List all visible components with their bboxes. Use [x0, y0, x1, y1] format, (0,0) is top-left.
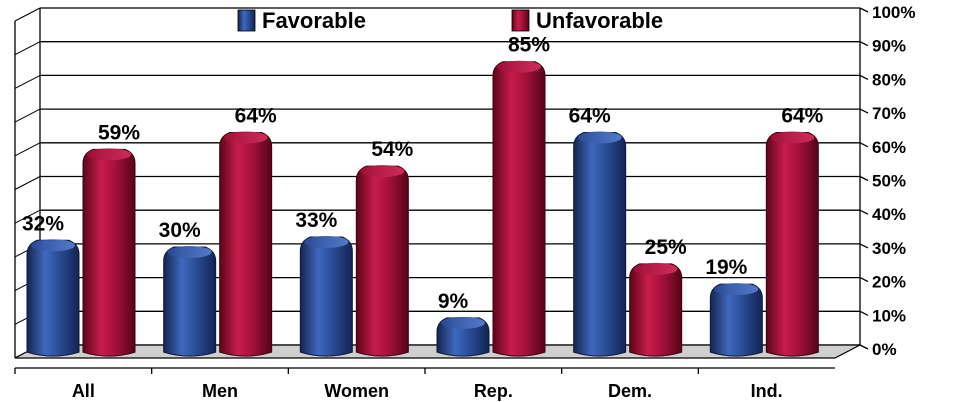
favorable-bar [27, 240, 79, 356]
y-tick [860, 8, 868, 12]
x-tick-label: Ind. [751, 381, 783, 401]
y-tick-label: 40% [872, 205, 906, 224]
unfavorable-bar-top [497, 61, 541, 73]
y-tick [860, 210, 868, 214]
y-tick-label: 10% [872, 306, 906, 325]
x-tick-label: Women [324, 381, 389, 401]
legend-label: Unfavorable [536, 8, 663, 33]
y-tick [860, 345, 868, 349]
y-tick-label: 0% [872, 340, 897, 359]
y-tick [860, 177, 868, 181]
y-tick-label: 70% [872, 104, 906, 123]
y-tick-label: 100% [872, 3, 915, 22]
unfavorable-data-label: 85% [508, 34, 550, 57]
favorable-data-label: 32% [22, 212, 64, 235]
favorable-bar-top [31, 239, 75, 251]
unfavorable-data-label: 64% [235, 104, 277, 127]
favorable-bar [574, 132, 626, 356]
favorable-bar [164, 247, 216, 356]
unfavorable-bar-top [634, 263, 678, 275]
favorable-data-label: 19% [705, 256, 747, 279]
y-tick [860, 109, 868, 113]
favorable-bar [300, 237, 352, 356]
side-gridline [15, 177, 40, 190]
side-gridline [15, 8, 40, 21]
x-tick-label: Men [202, 381, 238, 401]
unfavorable-bar-top [770, 131, 814, 143]
unfavorable-bar [630, 264, 682, 356]
x-tick-label: All [72, 381, 95, 401]
unfavorable-bar [493, 62, 545, 356]
unfavorable-data-label: 64% [781, 104, 823, 127]
y-tick [860, 278, 868, 282]
unfavorable-bar-top [360, 165, 404, 177]
favorable-data-label: 33% [295, 209, 337, 232]
unfavorable-data-label: 59% [98, 121, 140, 144]
favorable-data-label: 30% [159, 219, 201, 242]
unfavorable-bar [83, 149, 135, 356]
y-tick-label: 50% [872, 172, 906, 191]
y-tick-label: 20% [872, 273, 906, 292]
unfavorable-bar [220, 132, 272, 356]
favorable-data-label: 9% [438, 290, 469, 313]
side-gridline [15, 42, 40, 55]
side-gridline [15, 109, 40, 122]
unfavorable-bar-top [224, 131, 268, 143]
y-tick-label: 60% [872, 138, 906, 157]
x-tick-label: Dem. [608, 381, 652, 401]
y-tick [860, 143, 868, 147]
favorable-bar-top [578, 131, 622, 143]
legend-swatch [512, 10, 529, 31]
unfavorable-data-label: 54% [371, 138, 413, 161]
y-tick [860, 311, 868, 315]
y-tick [860, 42, 868, 46]
side-gridline [15, 75, 40, 88]
y-tick [860, 244, 868, 248]
y-tick-label: 80% [872, 70, 906, 89]
unfavorable-bar [766, 132, 818, 356]
side-gridline [15, 143, 40, 156]
unfavorable-data-label: 25% [645, 236, 687, 259]
y-tick-label: 30% [872, 239, 906, 258]
legend: Favorable Unfavorable [238, 8, 663, 33]
unfavorable-bar [356, 166, 408, 356]
favorable-bar-top [714, 283, 758, 295]
legend-swatch [238, 10, 255, 31]
favorable-bar-top [441, 317, 485, 329]
favorable-bar-top [168, 246, 212, 258]
y-tick-label: 90% [872, 37, 906, 56]
y-tick [860, 75, 868, 79]
legend-label: Favorable [262, 8, 366, 33]
unfavorable-bar-top [87, 148, 131, 160]
favorable-data-label: 64% [569, 104, 611, 127]
x-tick-label: Rep. [474, 381, 513, 401]
favorable-bar-top [304, 236, 348, 248]
